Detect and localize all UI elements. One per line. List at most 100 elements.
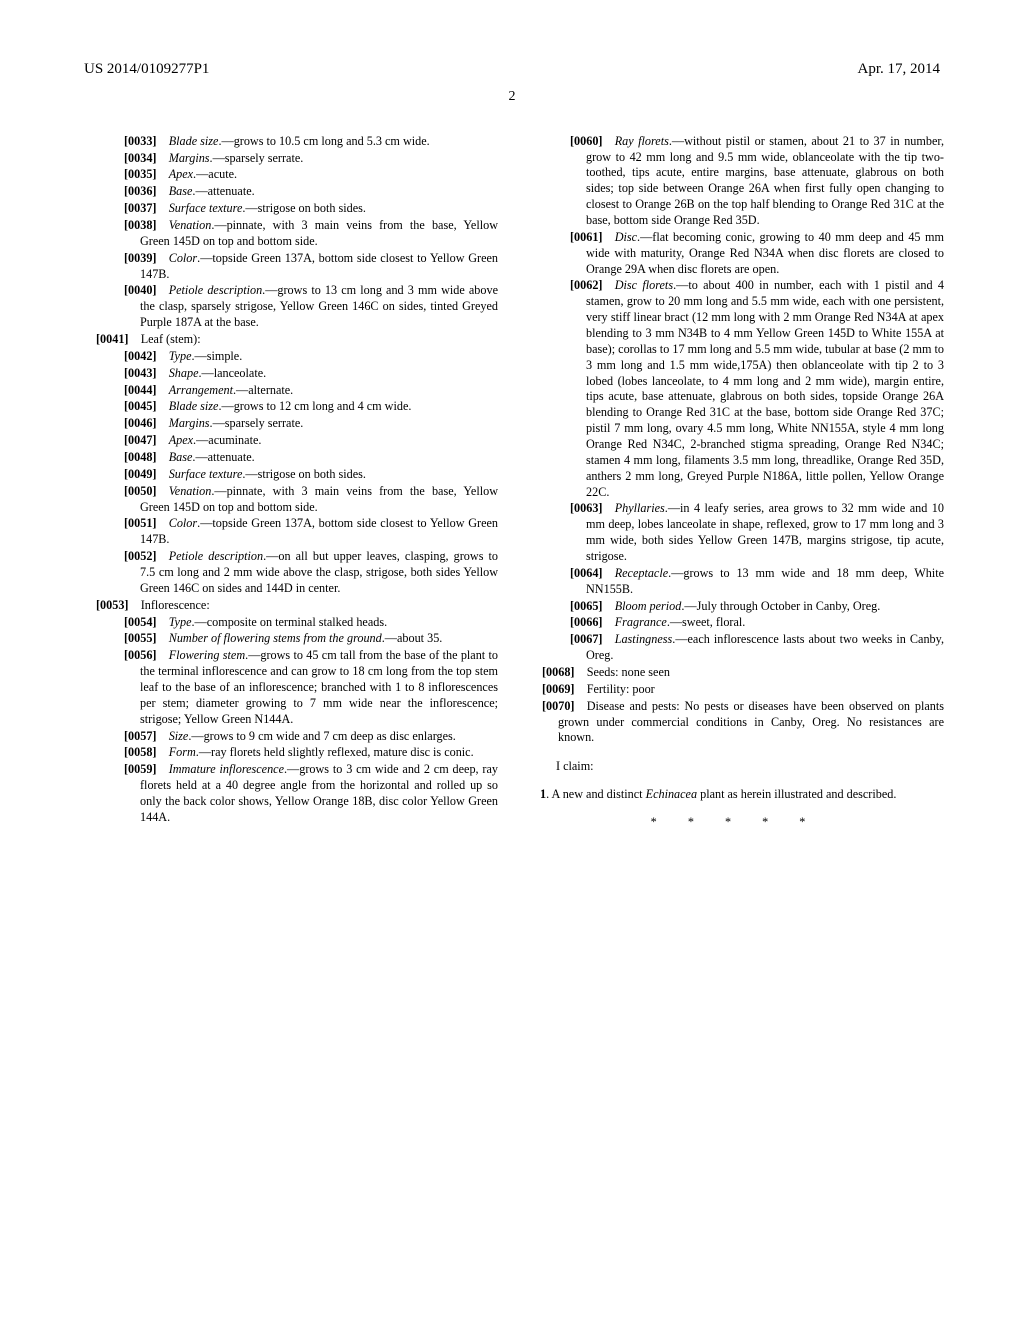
claim-post: plant as herein illustrated and describe… [697, 787, 896, 801]
right-column: [0060] Ray florets.—without pistil or st… [526, 134, 944, 747]
para-number: [0064] [570, 566, 603, 580]
paragraph-item: [0065] Bloom period.—July through Octobe… [570, 599, 944, 615]
para-label: Ray florets [615, 134, 669, 148]
paragraph-item: [0047] Apex.—acuminate. [124, 433, 498, 449]
para-text: .—flat becoming conic, growing to 40 mm … [586, 230, 944, 276]
para-number: [0050] [124, 484, 157, 498]
para-text: .—strigose on both sides. [242, 201, 366, 215]
para-number: [0036] [124, 184, 157, 198]
para-text: Fertility: poor [587, 682, 655, 696]
para-number: [0044] [124, 383, 157, 397]
para-text: Leaf (stem): [141, 332, 201, 346]
para-label: Size [169, 729, 189, 743]
para-number: [0038] [124, 218, 157, 232]
para-text: .—grows to 9 cm wide and 7 cm deep as di… [188, 729, 456, 743]
para-label: Surface texture [169, 467, 243, 481]
para-number: [0047] [124, 433, 157, 447]
paragraph-item: [0061] Disc.—flat becoming conic, growin… [570, 230, 944, 278]
para-number: [0051] [124, 516, 157, 530]
para-text: .—to about 400 in number, each with 1 pi… [586, 278, 944, 498]
para-text: Inflorescence: [141, 598, 210, 612]
para-number: [0060] [570, 134, 603, 148]
para-number: [0043] [124, 366, 157, 380]
para-label: Immature inflorescence [169, 762, 284, 776]
para-label: Disc florets [615, 278, 673, 292]
para-number: [0042] [124, 349, 157, 363]
para-label: Blade size [169, 134, 219, 148]
para-label: Venation [169, 484, 212, 498]
para-text: Seeds: none seen [587, 665, 670, 679]
paragraph-item: [0036] Base.—attenuate. [124, 184, 498, 200]
para-text: .—grows to 10.5 cm long and 5.3 cm wide. [218, 134, 429, 148]
para-number: [0046] [124, 416, 157, 430]
paragraph-item: [0038] Venation.—pinnate, with 3 main ve… [124, 218, 498, 250]
para-text: .—simple. [191, 349, 242, 363]
claim-italic: Echinacea [646, 787, 697, 801]
paragraph-item: [0056] Flowering stem.—grows to 45 cm ta… [124, 648, 498, 727]
para-number: [0055] [124, 631, 157, 645]
para-label: Color [169, 251, 197, 265]
paragraph-item: [0049] Surface texture.—strigose on both… [124, 467, 498, 483]
para-label: Arrangement [169, 383, 233, 397]
para-number: [0067] [570, 632, 603, 646]
para-label: Color [169, 516, 197, 530]
claims-intro: I claim: [542, 759, 944, 775]
para-text: Disease and pests: No pests or diseases … [558, 699, 944, 745]
paragraph-item: [0039] Color.—topside Green 137A, bottom… [124, 251, 498, 283]
paragraph-item: [0058] Form.—ray florets held slightly r… [124, 745, 498, 761]
para-number: [0066] [570, 615, 603, 629]
paragraph-item: [0042] Type.—simple. [124, 349, 498, 365]
para-number: [0035] [124, 167, 157, 181]
para-number: [0056] [124, 648, 157, 662]
para-number: [0033] [124, 134, 157, 148]
para-label: Venation [169, 218, 212, 232]
paragraph-item: [0062] Disc florets.—to about 400 in num… [570, 278, 944, 500]
para-label: Type [169, 349, 192, 363]
para-label: Bloom period [615, 599, 682, 613]
para-label: Margins [169, 151, 210, 165]
paragraph-heading: [0041] Leaf (stem): [96, 332, 498, 348]
para-text: .—lanceolate. [198, 366, 266, 380]
para-number: [0065] [570, 599, 603, 613]
para-number: [0049] [124, 467, 157, 481]
para-text: .—acuminate. [193, 433, 261, 447]
para-number: [0039] [124, 251, 157, 265]
para-number: [0058] [124, 745, 157, 759]
paragraph-item: [0033] Blade size.—grows to 10.5 cm long… [124, 134, 498, 150]
para-text: .—sparsely serrate. [210, 151, 304, 165]
para-label: Number of flowering stems from the groun… [169, 631, 382, 645]
para-text: .—alternate. [233, 383, 293, 397]
paragraph-item: [0059] Immature inflorescence.—grows to … [124, 762, 498, 825]
paragraph-item: [0054] Type.—composite on terminal stalk… [124, 615, 498, 631]
para-text: .—about 35. [382, 631, 443, 645]
para-label: Apex [169, 433, 193, 447]
page-number: 2 [80, 88, 944, 106]
para-label: Base [169, 450, 193, 464]
paragraph-item: [0052] Petiole description.—on all but u… [124, 549, 498, 597]
paragraph-item: [0044] Arrangement.—alternate. [124, 383, 498, 399]
para-number: [0034] [124, 151, 157, 165]
para-label: Blade size [169, 399, 219, 413]
left-column: [0033] Blade size.—grows to 10.5 cm long… [80, 134, 498, 826]
paragraph-heading: [0068] Seeds: none seen [542, 665, 944, 681]
para-text: .—sparsely serrate. [210, 416, 304, 430]
para-text: .—July through October in Canby, Oreg. [681, 599, 880, 613]
para-text: .—attenuate. [192, 184, 254, 198]
para-label: Disc [615, 230, 637, 244]
para-label: Type [169, 615, 192, 629]
paragraph-heading: [0069] Fertility: poor [542, 682, 944, 698]
para-number: [0062] [570, 278, 603, 292]
para-label: Petiole description [169, 283, 262, 297]
para-number: [0052] [124, 549, 157, 563]
claim-pre: . A new and distinct [546, 787, 646, 801]
paragraph-item: [0043] Shape.—lanceolate. [124, 366, 498, 382]
para-number: [0054] [124, 615, 157, 629]
para-label: Apex [169, 167, 193, 181]
pub-date: Apr. 17, 2014 [858, 60, 941, 80]
paragraph-item: [0050] Venation.—pinnate, with 3 main ve… [124, 484, 498, 516]
para-text: .—composite on terminal stalked heads. [191, 615, 387, 629]
para-number: [0041] [96, 332, 129, 346]
pub-number: US 2014/0109277P1 [84, 60, 209, 80]
para-number: [0040] [124, 283, 157, 297]
para-number: [0069] [542, 682, 575, 696]
